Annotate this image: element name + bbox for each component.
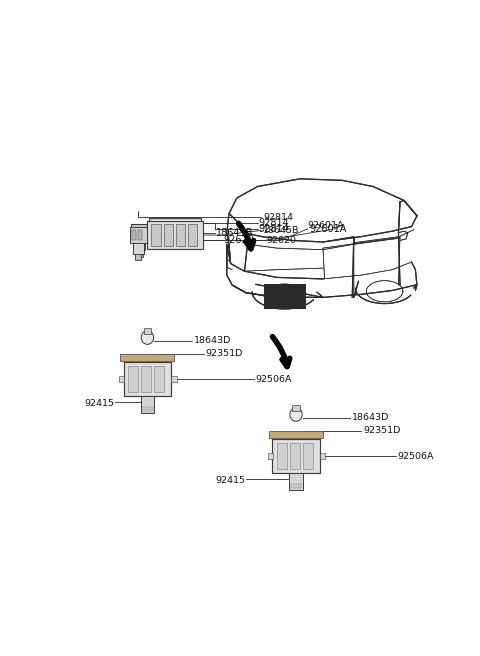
Ellipse shape: [290, 407, 302, 421]
Text: 92351D: 92351D: [363, 426, 400, 435]
Bar: [171, 376, 177, 382]
Bar: [188, 224, 197, 246]
Text: 92506A: 92506A: [398, 451, 434, 461]
Bar: [138, 230, 142, 240]
Bar: [132, 226, 146, 239]
Bar: [130, 228, 147, 243]
Bar: [142, 407, 153, 411]
Text: 18643D: 18643D: [351, 413, 389, 422]
Bar: [151, 224, 160, 246]
Bar: [135, 251, 143, 256]
Text: 92351D: 92351D: [205, 349, 242, 358]
Bar: [290, 443, 300, 469]
Text: 92814: 92814: [258, 224, 289, 234]
Bar: [123, 362, 171, 396]
Bar: [180, 224, 188, 243]
Ellipse shape: [141, 331, 154, 344]
Bar: [303, 443, 313, 469]
Text: 18645B: 18645B: [263, 226, 300, 235]
Bar: [320, 453, 325, 459]
Text: 18645B: 18645B: [216, 228, 253, 237]
Bar: [141, 396, 155, 413]
Bar: [291, 483, 301, 487]
Bar: [135, 253, 141, 260]
Bar: [152, 221, 198, 244]
Text: 92620: 92620: [267, 236, 297, 245]
Bar: [176, 224, 185, 246]
Bar: [269, 432, 323, 438]
Bar: [119, 376, 124, 382]
Bar: [292, 405, 300, 411]
Text: 18643D: 18643D: [193, 336, 231, 345]
Bar: [272, 439, 320, 473]
Bar: [155, 366, 164, 392]
Text: 92506A: 92506A: [255, 375, 292, 384]
Bar: [147, 221, 203, 249]
Bar: [141, 366, 151, 392]
Bar: [131, 224, 147, 241]
Text: 92601A: 92601A: [309, 224, 347, 234]
Bar: [289, 473, 303, 490]
Bar: [144, 328, 151, 334]
Text: 92814: 92814: [258, 218, 289, 228]
Bar: [155, 224, 163, 243]
Bar: [133, 241, 145, 251]
Bar: [128, 366, 138, 392]
Text: 92601A: 92601A: [308, 220, 344, 230]
Text: 92415: 92415: [84, 399, 114, 408]
Bar: [132, 230, 136, 240]
Text: 92415: 92415: [215, 476, 245, 485]
Bar: [168, 224, 175, 243]
Bar: [164, 224, 173, 246]
Text: 92814: 92814: [263, 213, 293, 222]
Bar: [267, 453, 273, 459]
Text: 92620: 92620: [224, 236, 254, 245]
Bar: [120, 354, 174, 361]
Bar: [277, 443, 287, 469]
Bar: [149, 218, 201, 247]
Bar: [133, 243, 144, 253]
